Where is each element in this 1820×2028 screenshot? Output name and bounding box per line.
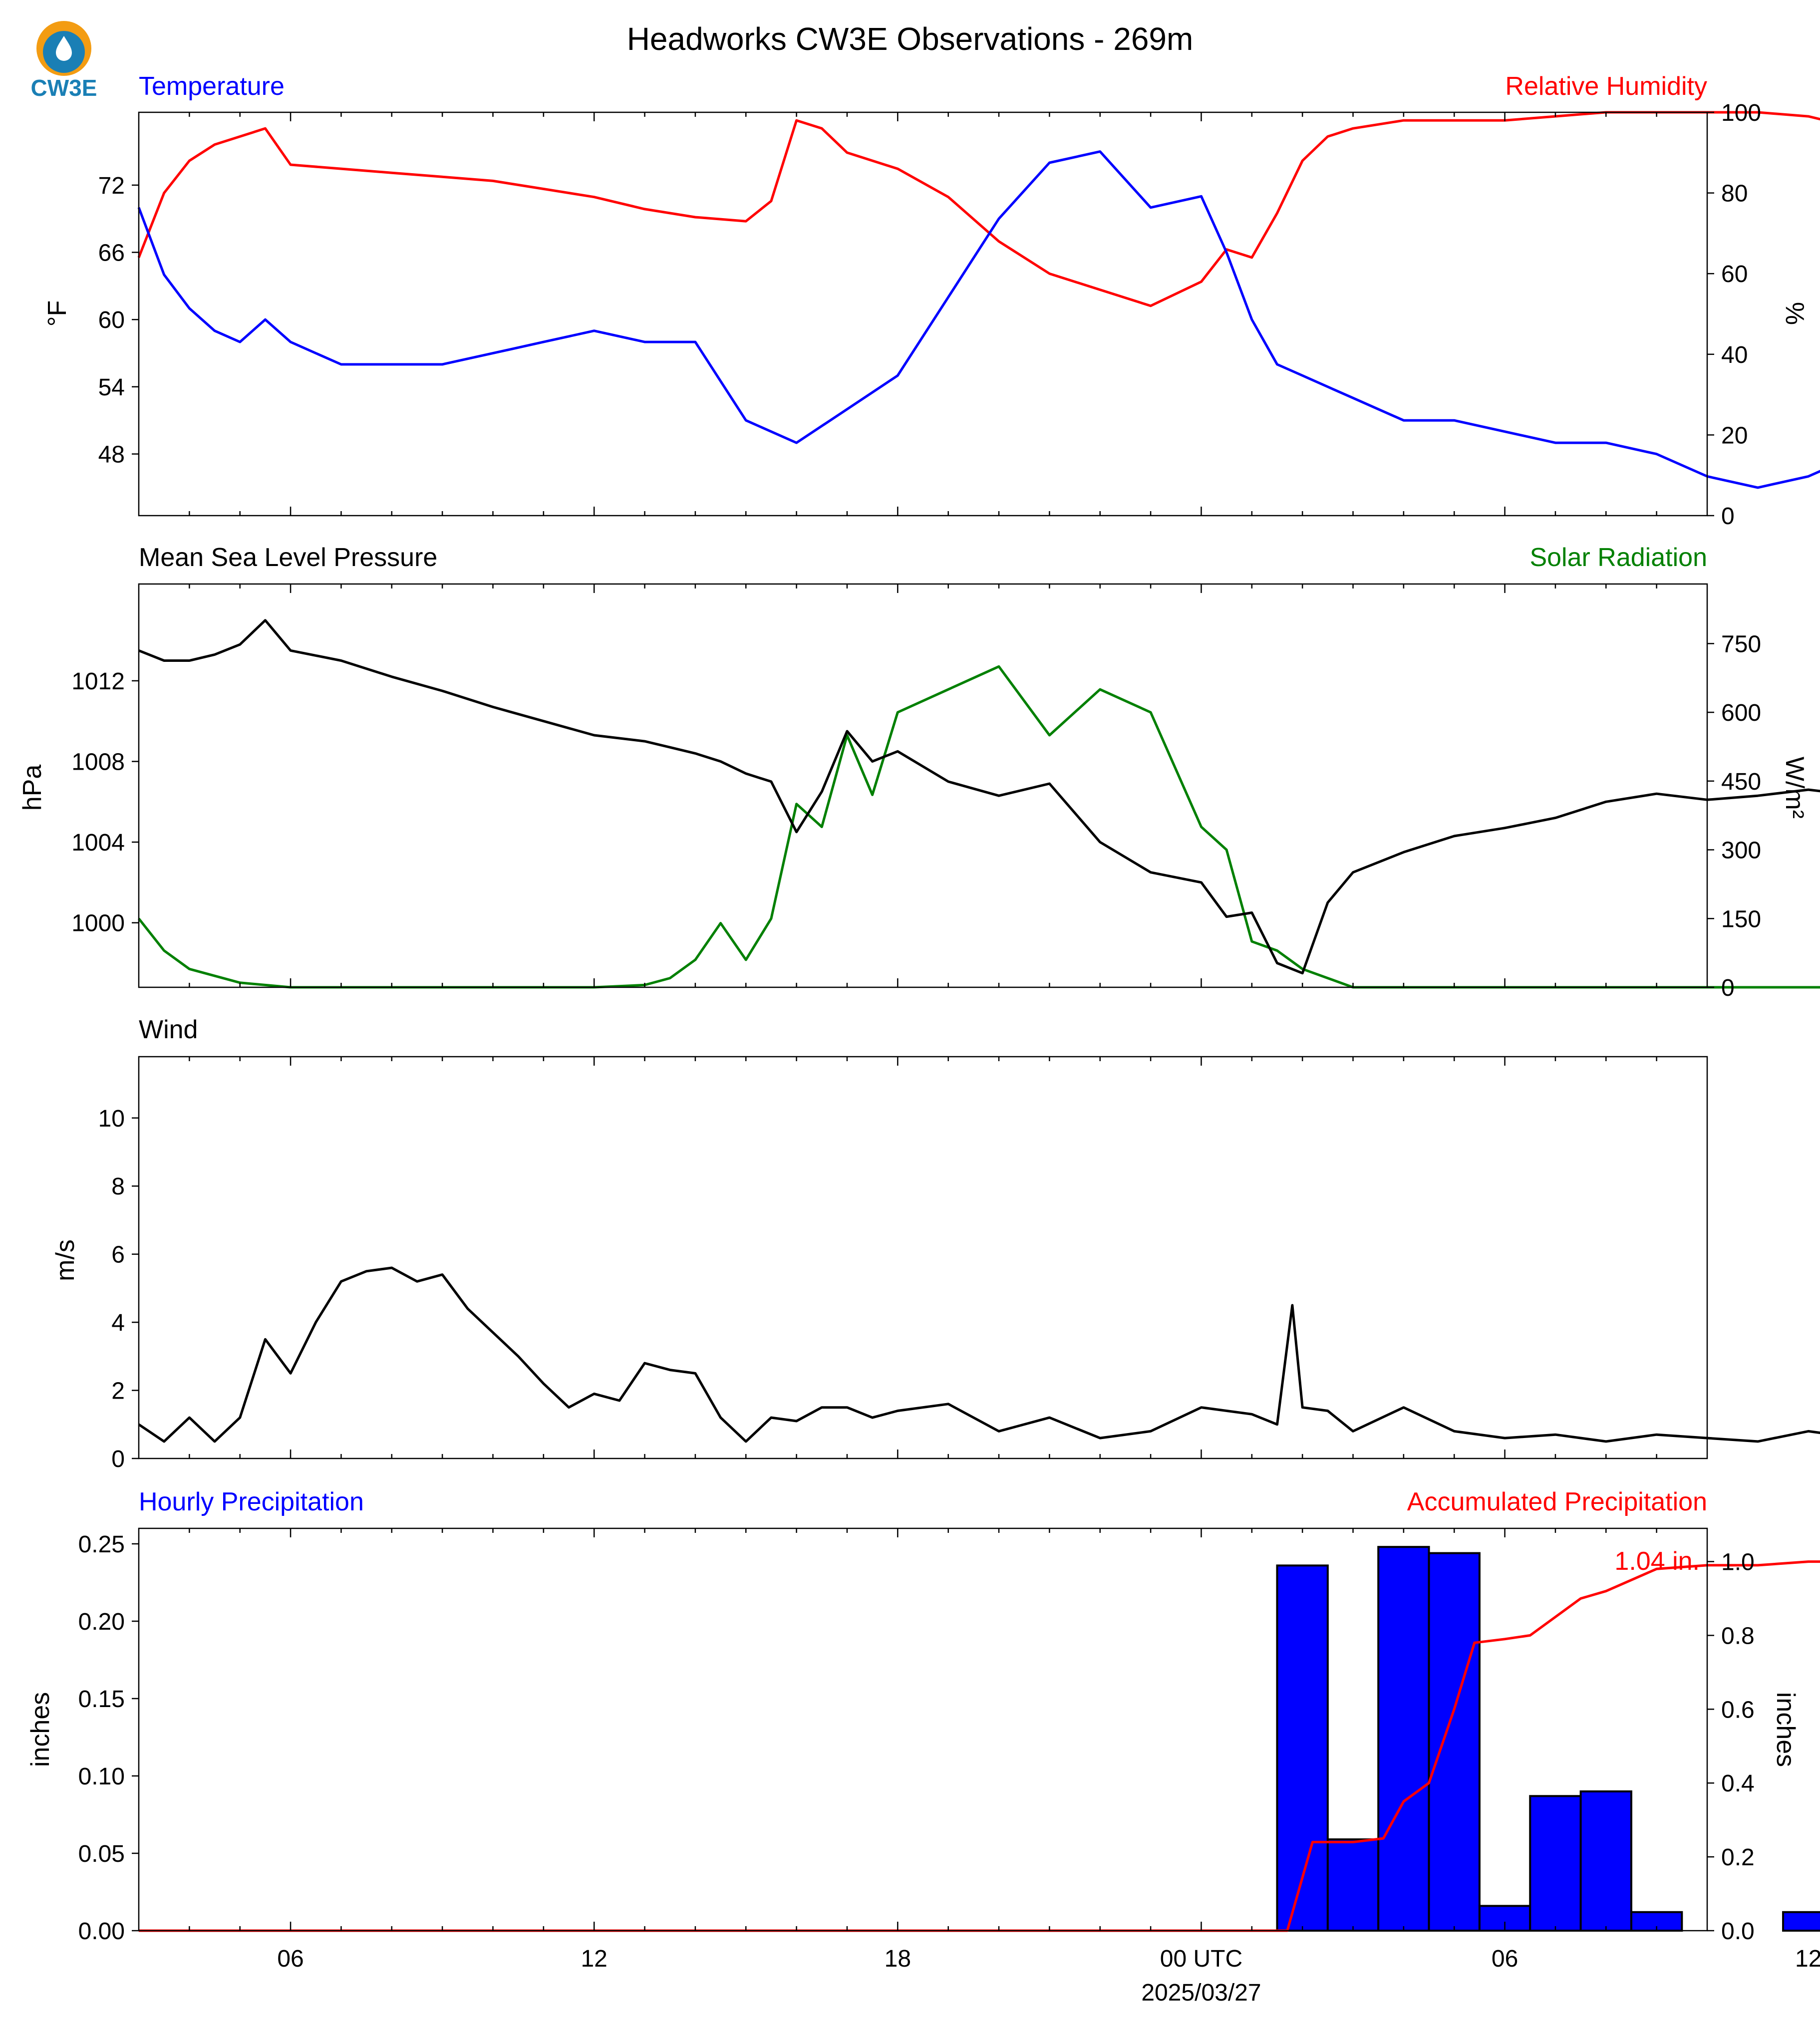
pressure-label: Mean Sea Level Pressure (139, 543, 437, 572)
chart-title: Headworks CW3E Observations - 269m (627, 21, 1194, 57)
precip-y-left-tick-label: 0.15 (78, 1686, 125, 1713)
temperature-y-tick-label: 72 (98, 173, 125, 199)
x-date-label: 2025/03/27 (1141, 1980, 1261, 2006)
humidity-y-tick-label: 40 (1721, 342, 1748, 368)
temperature-ylabel: °F (43, 300, 72, 327)
x-tick-label: 12 (581, 1946, 607, 1972)
solar-y-tick-label: 750 (1721, 631, 1761, 657)
wind-y-tick-label: 2 (111, 1378, 125, 1405)
wind-panel-frame (138, 1056, 1708, 1459)
precip-y-left-tick-label: 0.05 (78, 1841, 125, 1867)
pressure-y-tick-label: 1000 (71, 910, 125, 937)
solar-line (138, 665, 1820, 989)
temperature-line (137, 150, 1820, 489)
precip-y-right-tick-label: 1.0 (1721, 1549, 1755, 1576)
precip-ylabel-right: inches (1771, 1692, 1800, 1767)
solar-y-tick-label: 300 (1721, 838, 1761, 864)
solar-y-tick-label: 0 (1721, 975, 1735, 1001)
temperature-y-tick-label: 48 (98, 442, 125, 468)
precip-panel-frame (138, 1527, 1708, 1932)
solar-y-tick-label: 150 (1721, 906, 1761, 932)
pressure-y-tick-label: 1012 (71, 668, 125, 695)
precip-ylabel-left: inches (26, 1692, 55, 1767)
precip-y-right-tick-label: 0.2 (1721, 1844, 1755, 1871)
x-tick-label: 18 (885, 1946, 911, 1972)
cw3e-logo: CW3E (31, 21, 97, 101)
pressure-ylabel: hPa (18, 765, 47, 811)
wind-y-tick-label: 10 (98, 1106, 125, 1132)
precip-bar (1428, 1552, 1481, 1932)
precip-y-left-tick-label: 0.20 (78, 1609, 125, 1635)
precip-y-right-tick-label: 0.8 (1721, 1623, 1755, 1649)
plot-area: 4854606672020406080100100010041008101201… (71, 100, 1820, 2006)
humidity-line (137, 111, 1820, 307)
accum-precip-label: Accumulated Precipitation (1407, 1487, 1707, 1516)
precip-total-label: 1.04 in. (1614, 1547, 1700, 1576)
precip-y-left-tick-label: 0.25 (78, 1531, 125, 1558)
wind-y-tick-label: 6 (111, 1242, 125, 1268)
wind-label: Wind (139, 1015, 198, 1044)
wind-y-tick-label: 0 (111, 1446, 125, 1472)
solar-label: Solar Radiation (1529, 543, 1707, 572)
humidity-y-tick-label: 80 (1721, 181, 1748, 207)
precip-bar (1326, 1838, 1380, 1932)
temperature-label: Temperature (139, 72, 285, 101)
humidity-y-tick-label: 20 (1721, 422, 1748, 449)
humidity-y-tick-label: 100 (1721, 100, 1761, 126)
precip-y-right-tick-label: 0.0 (1721, 1918, 1755, 1945)
precip-bar (1782, 1911, 1820, 1932)
pressure-y-tick-label: 1004 (71, 830, 125, 856)
temperature-panel-frame (138, 111, 1708, 517)
precip-y-right-tick-label: 0.4 (1721, 1770, 1755, 1797)
humidity-y-tick-label: 60 (1721, 261, 1748, 288)
logo-drop-icon (56, 36, 72, 61)
wind-y-tick-label: 8 (111, 1173, 125, 1200)
x-tick-label: 12 (1795, 1946, 1820, 1972)
temperature-y-tick-label: 60 (98, 307, 125, 333)
x-tick-label: 00 UTC (1160, 1946, 1242, 1972)
solar-ylabel: W/m² (1780, 757, 1809, 819)
precip-y-left-tick-label: 0.10 (78, 1763, 125, 1790)
pressure-panel-frame (138, 583, 1708, 988)
logo-text: CW3E (31, 75, 97, 101)
precip-bar (1377, 1546, 1430, 1932)
x-tick-label: 06 (277, 1946, 303, 1972)
wind-speed-line (138, 1266, 1820, 1443)
precip-bar (1579, 1790, 1632, 1932)
precip-y-right-tick-label: 0.6 (1721, 1697, 1755, 1723)
pressure-line (138, 619, 1820, 975)
precip-y-left-tick-label: 0.00 (78, 1918, 125, 1945)
solar-y-tick-label: 600 (1721, 700, 1761, 726)
solar-y-tick-label: 450 (1721, 769, 1761, 795)
humidity-ylabel: % (1780, 302, 1809, 325)
pressure-y-tick-label: 1008 (71, 749, 125, 776)
temperature-y-tick-label: 54 (98, 374, 125, 401)
accum-precip-line (139, 1560, 1820, 1932)
wind-y-tick-label: 4 (111, 1310, 125, 1336)
hourly-precip-label: Hourly Precipitation (139, 1487, 364, 1516)
humidity-y-tick-label: 0 (1721, 503, 1735, 530)
precip-bar (1529, 1795, 1582, 1932)
temperature-y-tick-label: 66 (98, 240, 125, 267)
x-tick-label: 06 (1492, 1946, 1518, 1972)
wind-ylabel: m/s (51, 1239, 80, 1281)
humidity-label: Relative Humidity (1505, 72, 1707, 101)
